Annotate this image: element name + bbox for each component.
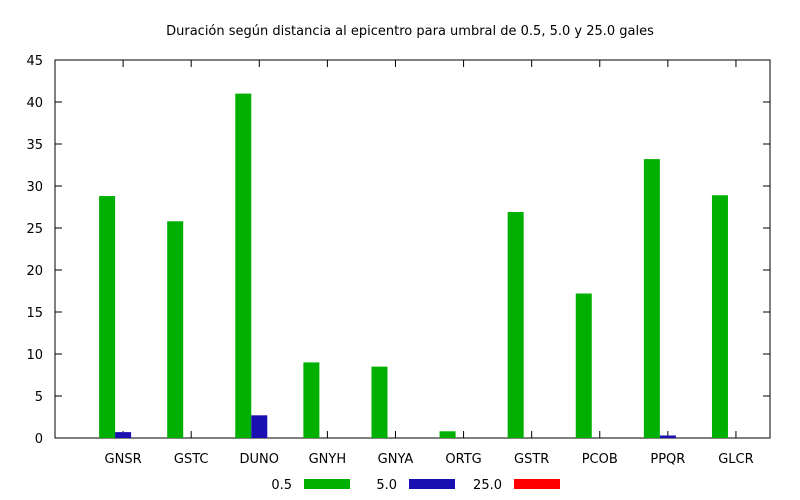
bar-5-0-ppqr (659, 435, 676, 438)
bar-0-5-gnsr (99, 196, 116, 438)
bar-0-5-duno (235, 93, 252, 438)
x-axis: GNSR GSTC DUNO GNYH GNYA ORTG GSTR PCOB PPQR GLCR (105, 60, 754, 467)
chart-title: Duración según distancia al epicentro pa… (166, 24, 654, 39)
legend-swatch-25-0 (514, 479, 560, 489)
y-axis: 0 5 10 15 20 25 30 35 40 45 (26, 54, 770, 447)
x-tick-label: GNYH (309, 452, 347, 467)
legend-label: 25.0 (473, 478, 502, 493)
bar-0-5-gstr (507, 212, 524, 438)
y-tick-label: 45 (26, 54, 43, 69)
y-tick-label: 20 (26, 264, 43, 279)
x-tick-label: GNSR (105, 452, 142, 467)
bar-0-5-gnya (371, 366, 388, 438)
y-tick-label: 5 (35, 390, 43, 405)
x-tick-label: GSTC (174, 452, 209, 467)
bar-5-0-gnsr (115, 432, 132, 438)
y-tick-label: 10 (26, 348, 43, 363)
legend-label: 0.5 (271, 478, 292, 493)
y-tick-label: 15 (26, 306, 43, 321)
bars (99, 93, 728, 438)
y-tick-label: 25 (26, 222, 43, 237)
x-tick-label: PCOB (582, 452, 618, 467)
x-tick-label: GLCR (718, 452, 753, 467)
legend-label: 5.0 (376, 478, 397, 493)
bar-5-0-duno (251, 415, 268, 438)
y-tick-label: 0 (35, 432, 43, 447)
legend: 0.5 5.0 25.0 (271, 478, 560, 493)
x-tick-label: GNYA (378, 452, 414, 467)
legend-swatch-5-0 (409, 479, 455, 489)
x-tick-label: GSTR (514, 452, 549, 467)
plot-frame (54, 59, 771, 439)
bar-0-5-ortg (439, 431, 456, 438)
y-tick-label: 30 (26, 180, 43, 195)
bar-0-5-glcr (711, 195, 728, 438)
legend-swatch-0-5 (304, 479, 350, 489)
y-tick-label: 35 (26, 138, 43, 153)
y-tick-label: 40 (26, 96, 43, 111)
bar-0-5-ppqr (643, 159, 660, 438)
x-tick-label: DUNO (240, 452, 279, 467)
x-tick-label: PPQR (650, 452, 685, 467)
bar-0-5-gstc (167, 221, 184, 438)
x-tick-label: ORTG (445, 452, 481, 467)
bar-0-5-pcob (575, 293, 592, 438)
bar-0-5-gnyh (303, 362, 320, 438)
